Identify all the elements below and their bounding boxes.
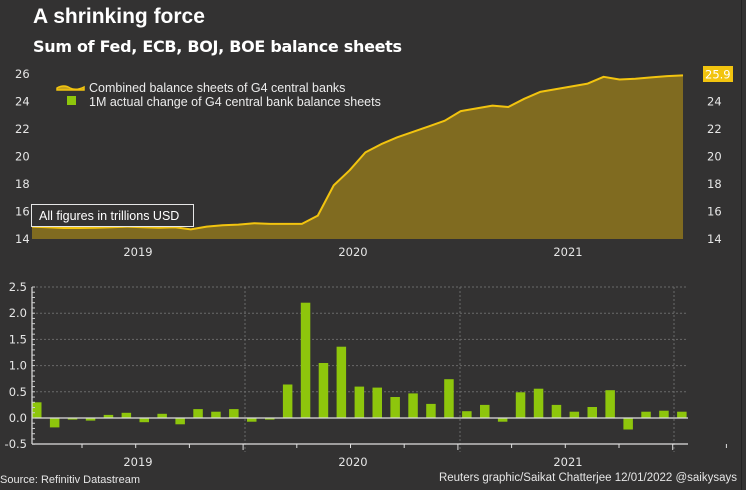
change-bar <box>623 418 633 430</box>
credit-note: Reuters graphic/Saikat Chatterjee 12/01/… <box>439 472 737 484</box>
change-bar <box>140 418 150 422</box>
y-tick-label-right: 24 <box>707 95 722 109</box>
change-bar <box>373 388 383 418</box>
y-tick-label-left: 24 <box>15 95 30 109</box>
top-area-chart: 14 16 18 20 22 24 26 14 16 18 20 22 24 25.9 2019 2020 20… <box>15 66 733 259</box>
x-tick-label: 2020 <box>338 455 367 469</box>
y-tick-label-right: 20 <box>707 150 722 164</box>
x-tick-label: 2019 <box>123 245 152 259</box>
source-note: Source: Refinitiv Datastream <box>0 474 140 486</box>
y-tick-label-left: 14 <box>15 232 30 246</box>
legend-area-swatch <box>57 86 84 90</box>
y-tick-label: -0.5 <box>5 437 27 451</box>
change-bar <box>175 418 185 424</box>
change-bar <box>480 405 490 418</box>
y-tick-label-right: 16 <box>707 205 722 219</box>
change-bar <box>677 412 687 418</box>
y-tick-label-right: 22 <box>707 122 722 136</box>
change-bar <box>229 409 239 418</box>
y-tick-label-left: 26 <box>15 67 30 81</box>
x-tick-label: 2019 <box>123 455 152 469</box>
chart-canvas: 14 16 18 20 22 24 26 14 16 18 20 22 24 25.9 2019 2020 20… <box>0 0 746 490</box>
window-edge <box>741 0 742 490</box>
change-bar <box>355 387 365 418</box>
y-tick-label: 0.0 <box>9 411 27 425</box>
change-bar <box>390 397 400 418</box>
change-bar <box>426 404 436 418</box>
x-tick-label: 2021 <box>553 455 582 469</box>
y-tick-label-right: 14 <box>707 232 722 246</box>
change-bar <box>211 412 221 418</box>
y-tick-label-left: 16 <box>15 205 30 219</box>
y-tick-label: 2.0 <box>9 306 27 320</box>
change-bar <box>516 392 526 418</box>
y-tick-label-left: 18 <box>15 177 30 191</box>
change-bar <box>283 385 293 419</box>
legend-bar-swatch <box>67 96 76 105</box>
change-bar <box>301 303 311 418</box>
change-bar <box>122 413 132 418</box>
y-tick-label-right: 18 <box>707 177 722 191</box>
change-bar <box>605 390 615 418</box>
last-value-label: 25.9 <box>705 68 731 82</box>
y-tick-label: 2.5 <box>9 280 27 294</box>
change-bar <box>570 412 580 418</box>
change-bar <box>337 347 347 418</box>
y-tick-label: 0.5 <box>9 385 27 399</box>
change-bar <box>408 393 418 418</box>
change-bar <box>659 411 669 418</box>
change-bar <box>32 402 42 418</box>
change-bar <box>552 405 562 418</box>
change-bar <box>157 414 167 418</box>
change-bar <box>444 379 454 418</box>
change-bar <box>534 389 544 418</box>
change-bar <box>50 418 60 427</box>
units-annotation: All figures in trillions USD <box>39 209 179 223</box>
change-bar <box>319 363 329 418</box>
change-bar <box>641 412 651 418</box>
change-bar <box>462 411 472 418</box>
y-tick-label: 1.5 <box>9 332 27 346</box>
legend-label-area: Combined balance sheets of G4 central ba… <box>89 81 345 95</box>
y-tick-label-left: 22 <box>15 122 30 136</box>
legend-label-bar: 1M actual change of G4 central bank bala… <box>89 95 381 109</box>
change-bar <box>193 409 203 418</box>
y-tick-label-left: 20 <box>15 150 30 164</box>
y-tick-label: 1.0 <box>9 359 27 373</box>
x-tick-label: 2021 <box>553 245 582 259</box>
change-bar <box>588 407 598 418</box>
x-tick-label: 2020 <box>338 245 367 259</box>
bottom-bar-chart: 2.5 2.0 1.5 1.0 0.5 0.0 -0.5 2019 2020 2021 <box>5 280 727 469</box>
